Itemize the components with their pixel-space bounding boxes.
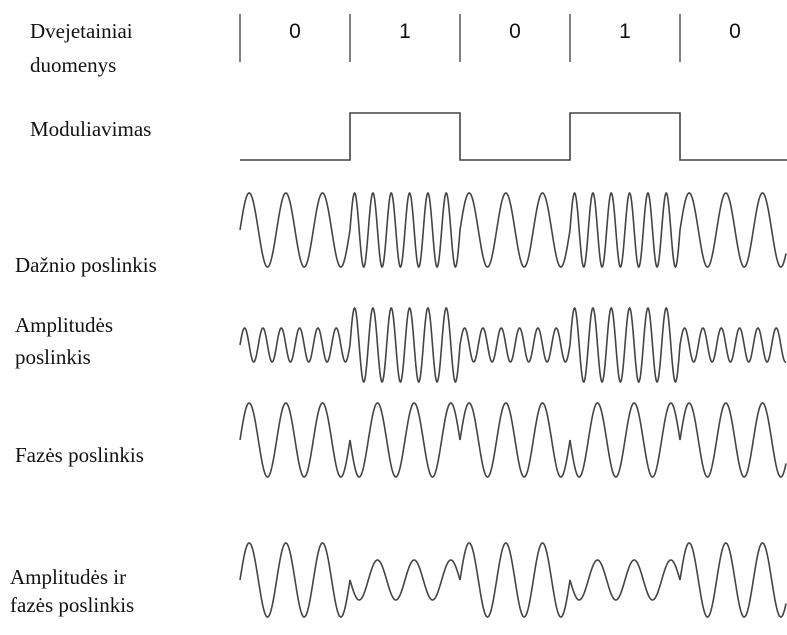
label: duomenys [30,53,116,77]
bit-value: 0 [289,20,301,43]
bit-value: 0 [729,20,741,43]
qam-wave [239,542,787,618]
bit-value: 0 [509,20,521,43]
bit-value: 1 [619,20,631,43]
psk-wave [239,402,787,478]
modulation-signal [240,112,787,161]
ask-wave [239,306,787,384]
label: Fazės poslinkis [15,443,144,467]
label: Moduliavimas [30,117,151,141]
label: Amplitudės [15,313,113,337]
label: fazės poslinkis [10,593,134,617]
label: Dvejetainiai [30,19,133,43]
label: poslinkis [15,345,91,369]
label: Dažnio poslinkis [15,253,157,277]
label: Amplitudės ir [10,565,126,589]
fsk-wave [239,191,787,269]
bit-value: 1 [399,20,411,43]
